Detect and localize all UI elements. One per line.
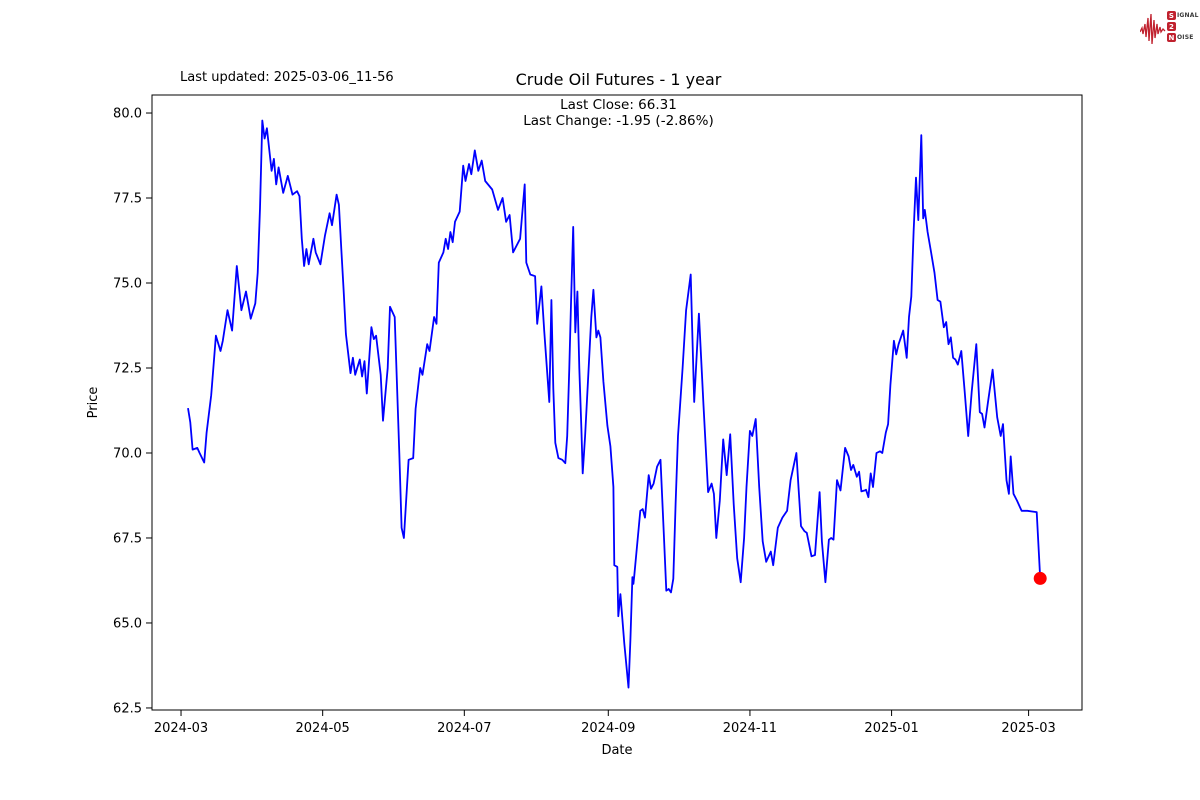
x-axis-title: Date — [601, 743, 632, 758]
x-tick-label: 2024-07 — [437, 721, 491, 736]
y-tick-label: 67.5 — [113, 531, 142, 546]
y-axis-title: Price — [86, 387, 101, 419]
logo-badge-2: 2 — [1167, 22, 1176, 31]
chart-subtitle: Last Close: 66.31 Last Change: -1.95 (-2… — [152, 97, 1085, 129]
axes-frame — [151, 94, 1083, 711]
y-tick-label: 62.5 — [113, 701, 142, 716]
logo-row-2: 2 — [1167, 21, 1199, 32]
x-tick-label: 2025-03 — [1001, 721, 1055, 736]
y-tick-label: 77.5 — [113, 192, 142, 207]
last-close-marker — [1033, 571, 1047, 585]
x-tick-label: 2025-01 — [864, 721, 918, 736]
chart-title: Crude Oil Futures - 1 year — [515, 70, 722, 89]
y-tick-label: 70.0 — [113, 446, 142, 461]
signal2noise-logo: S IGNAL 2 N OISE — [1140, 4, 1199, 52]
y-tick-label: 80.0 — [113, 107, 142, 122]
y-tick-label: 72.5 — [113, 361, 142, 376]
y-tick-label: 65.0 — [113, 616, 142, 631]
waveform-icon — [1140, 13, 1166, 45]
price-line — [187, 119, 1042, 689]
x-tick-label: 2024-03 — [154, 721, 208, 736]
y-tick-label: 75.0 — [113, 277, 142, 292]
logo-text-ignal: IGNAL — [1177, 12, 1199, 19]
x-tick-label: 2024-11 — [723, 721, 777, 736]
x-tick-label: 2024-05 — [296, 721, 350, 736]
logo-badge-s: S — [1167, 11, 1176, 20]
logo-row-noise: N OISE — [1167, 32, 1199, 43]
last-change-label: Last Change: -1.95 (-2.86%) — [523, 113, 714, 129]
logo-text-oise: OISE — [1177, 34, 1194, 41]
logo-row-signal: S IGNAL — [1167, 10, 1199, 21]
last-updated-label: Last updated: 2025-03-06_11-56 — [180, 70, 394, 85]
last-close-label: Last Close: 66.31 — [560, 97, 677, 113]
x-tick-label: 2024-09 — [581, 721, 635, 736]
logo-badge-n: N — [1167, 33, 1176, 42]
